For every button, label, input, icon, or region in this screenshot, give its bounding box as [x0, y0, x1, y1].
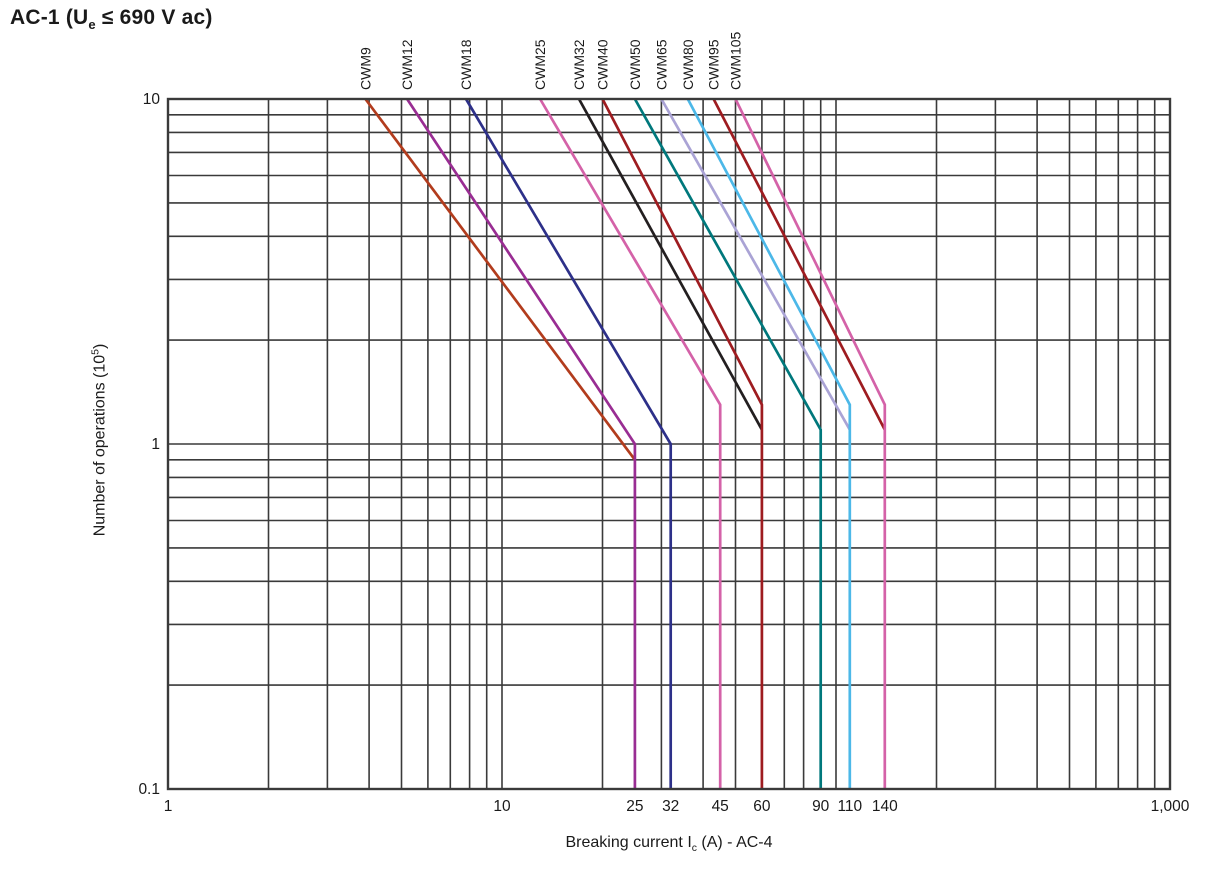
- y-tick-label-10: 10: [143, 91, 161, 108]
- curve-label-cwm80: CWM80: [680, 39, 696, 90]
- curve-cwm95: [712, 98, 886, 431]
- x-tick-label-1: 1: [164, 798, 173, 815]
- x-tick-label-45: 45: [712, 798, 729, 815]
- curve-label-cwm95: CWM95: [706, 39, 722, 90]
- curve-cwm105: [734, 98, 887, 789]
- y-tick-label-1: 1: [151, 436, 160, 453]
- curve-label-cwm9: CWM9: [357, 47, 373, 90]
- chart-title-pre: AC-1 (U: [10, 6, 89, 29]
- x-axis-title-pre: Breaking current I: [565, 834, 692, 851]
- chart-title-post: ≤ 690 V ac): [95, 6, 213, 29]
- curve-cwm32: [577, 98, 764, 431]
- chart-title-subscript: e: [88, 17, 96, 33]
- x-axis-title-subscript: c: [691, 843, 697, 855]
- curve-cwm12: [405, 98, 637, 789]
- chart-title: AC-1 (Ue ≤ 690 V ac): [10, 6, 213, 32]
- curve-cwm80: [686, 98, 852, 789]
- curve-label-cwm32: CWM32: [571, 39, 587, 90]
- x-tick-label-10: 10: [493, 798, 511, 815]
- curve-label-cwm25: CWM25: [532, 39, 548, 90]
- y-tick-label-0_1: 0.1: [138, 781, 160, 798]
- curve-cwm65: [660, 98, 851, 431]
- x-tick-label-140: 140: [872, 798, 898, 815]
- curve-label-cwm65: CWM65: [653, 39, 669, 90]
- x-tick-label-60: 60: [753, 798, 771, 815]
- plot-border: [166, 97, 1172, 791]
- curve-cwm9: [364, 98, 636, 461]
- curve-label-cwm18: CWM18: [458, 39, 474, 90]
- x-tick-label-90: 90: [812, 798, 830, 815]
- x-tick-label-1000: 1,000: [1151, 798, 1190, 815]
- x-axis-title: Breaking current Ic (A) - AC-4: [565, 834, 772, 854]
- curve-label-cwm40: CWM40: [595, 39, 611, 90]
- curve-label-cwm12: CWM12: [399, 39, 415, 90]
- curve-cwm40: [601, 98, 764, 789]
- curve-cwm25: [538, 98, 722, 789]
- x-axis-title-post: (A) - AC-4: [696, 834, 773, 851]
- curve-label-cwm105: CWM105: [728, 31, 744, 90]
- x-tick-label-25: 25: [626, 798, 643, 815]
- x-tick-label-32: 32: [662, 798, 679, 815]
- x-tick-label-110: 110: [837, 798, 862, 815]
- curve-cwm18: [464, 98, 673, 789]
- curve-cwm50: [633, 98, 823, 789]
- curve-label-cwm50: CWM50: [627, 39, 643, 90]
